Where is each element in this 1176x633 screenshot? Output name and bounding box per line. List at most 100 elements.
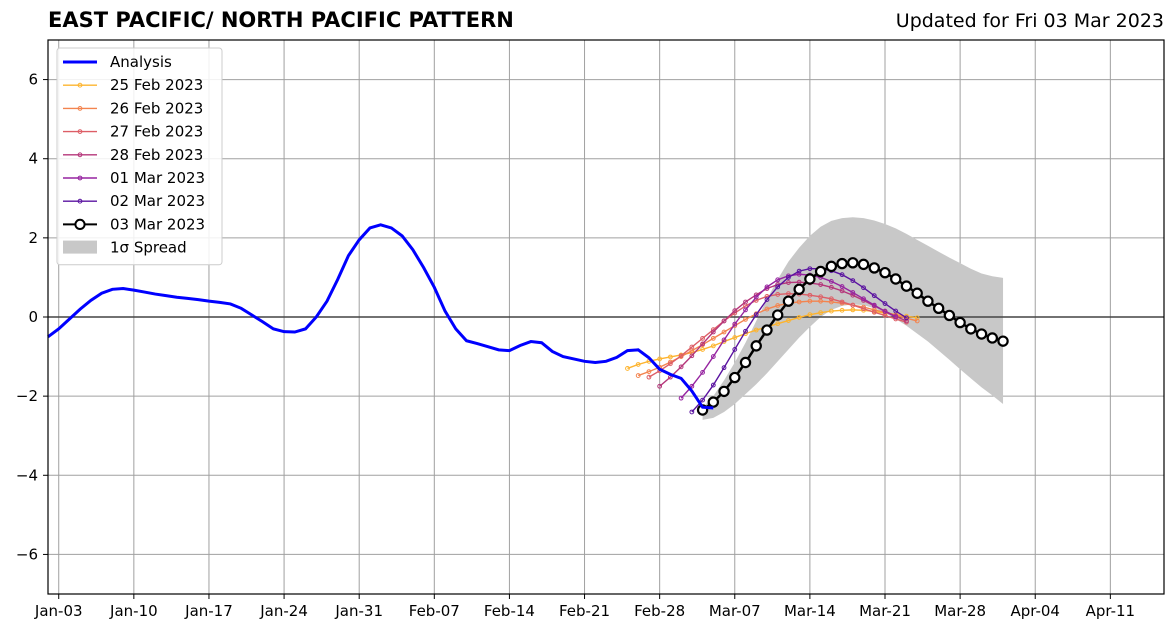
- forecast-point: [678, 395, 684, 401]
- legend-label: 25 Feb 2023: [110, 76, 203, 94]
- forecast-point: [857, 258, 870, 271]
- forecast-point: [764, 306, 770, 312]
- forecast-point: [796, 271, 802, 277]
- legend-label: 28 Feb 2023: [110, 146, 203, 164]
- forecast-point: [764, 297, 770, 302]
- legend-swatch-marker: [77, 152, 83, 158]
- x-tick-label: Feb-07: [409, 602, 460, 620]
- legend-label: 02 Mar 2023: [110, 192, 205, 210]
- forecast-point: [814, 265, 827, 278]
- forecast-point: [753, 327, 759, 333]
- forecast-point: [850, 302, 856, 308]
- forecast-point: [861, 296, 866, 302]
- forecast-point: [678, 364, 684, 370]
- forecast-point: [828, 308, 834, 314]
- forecast-point: [850, 307, 856, 313]
- legend-swatch-marker: [77, 106, 83, 111]
- forecast-point: [710, 382, 716, 388]
- forecast-point: [635, 362, 641, 367]
- legend-label: 26 Feb 2023: [110, 99, 203, 117]
- forecast-point: [657, 356, 663, 362]
- forecast-point: [807, 292, 813, 298]
- forecast-line: [648, 292, 907, 378]
- forecast-point: [828, 299, 834, 305]
- forecast-point: [678, 353, 684, 359]
- forecast-point: [825, 260, 838, 273]
- forecast-point: [879, 266, 891, 279]
- forecast-point: [700, 347, 705, 352]
- forecast-point: [943, 309, 956, 322]
- forecast-point: [893, 314, 899, 320]
- forecast-point: [667, 354, 673, 360]
- forecast-point: [828, 296, 834, 302]
- forecast-line: [691, 268, 907, 413]
- legend-swatch-marker: [77, 129, 83, 135]
- forecast-line: [637, 300, 918, 377]
- forecast-point: [775, 321, 781, 327]
- forecast-point: [775, 292, 781, 297]
- forecast-point: [739, 356, 752, 369]
- forecast-point: [667, 361, 673, 367]
- forecast-point: [743, 299, 748, 305]
- x-tick-label: Jan-10: [109, 602, 158, 620]
- legend-swatch-marker: [77, 175, 83, 181]
- spread-band-layer: [702, 217, 1004, 420]
- forecast-point: [868, 262, 880, 274]
- forecast-point: [893, 316, 899, 322]
- x-tick-label: Feb-14: [484, 602, 535, 620]
- forecast-point: [771, 309, 784, 321]
- forecast-point: [796, 268, 802, 274]
- legend-label: 1σ Spread: [110, 239, 187, 257]
- forecast-point: [850, 278, 856, 283]
- forecast-point: [882, 309, 888, 314]
- forecast-point: [900, 280, 913, 292]
- forecast-point: [882, 301, 888, 306]
- forecast-point: [635, 373, 641, 378]
- chart-title: EAST PACIFIC/ NORTH PACIFIC PATTERN: [48, 8, 514, 32]
- forecast-point: [954, 316, 966, 329]
- forecast-point: [861, 285, 866, 291]
- forecast-point: [775, 284, 781, 290]
- forecast-point: [721, 318, 727, 324]
- forecast-point: [839, 299, 845, 305]
- forecast-point: [871, 293, 877, 299]
- x-tick-label: Feb-28: [634, 602, 685, 620]
- forecast-point: [893, 308, 899, 314]
- forecast-point: [743, 307, 748, 313]
- forecast-point: [818, 310, 824, 316]
- forecast-point: [689, 353, 695, 359]
- chart-subtitle: Updated for Fri 03 Mar 2023: [895, 10, 1164, 32]
- forecast-point: [839, 272, 845, 278]
- x-tick-label: Mar-14: [784, 602, 836, 620]
- forecast-point: [850, 290, 856, 295]
- forecast-point: [911, 287, 923, 299]
- y-tick-label: 2: [28, 229, 38, 247]
- legend-label: 01 Mar 2023: [110, 169, 205, 187]
- forecast-point: [753, 294, 759, 300]
- forecast-point: [721, 365, 727, 371]
- forecast-point: [818, 294, 824, 300]
- x-tick-label: Mar-21: [859, 602, 911, 620]
- forecast-point: [839, 307, 845, 313]
- forecast-point: [775, 303, 781, 308]
- spread-band: [702, 217, 1004, 420]
- legend: Analysis 25 Feb 2023 26 Feb 2023 27 Feb 202…: [56, 47, 223, 266]
- forecast-point: [721, 337, 727, 343]
- forecast-point: [828, 284, 834, 290]
- forecast-point: [646, 369, 652, 375]
- axes: Jan-03 Jan-10 Jan-17 Jan-24 Jan-31 Feb-07 Feb-…: [16, 39, 1165, 620]
- forecast-point: [850, 292, 856, 298]
- forecast-point: [890, 273, 902, 285]
- forecast-point: [871, 309, 877, 315]
- forecast-point: [914, 315, 920, 321]
- forecast-point: [782, 295, 795, 307]
- forecast-point: [718, 385, 730, 398]
- forecast-point: [700, 341, 705, 347]
- x-tick-label: Jan-24: [259, 602, 308, 620]
- forecast-point: [828, 278, 834, 284]
- forecast-point: [796, 314, 802, 320]
- x-tick-label: Jan-17: [184, 602, 233, 620]
- forecast-point: [710, 335, 716, 341]
- forecast-point: [975, 328, 988, 340]
- analysis-line: [47, 223, 714, 410]
